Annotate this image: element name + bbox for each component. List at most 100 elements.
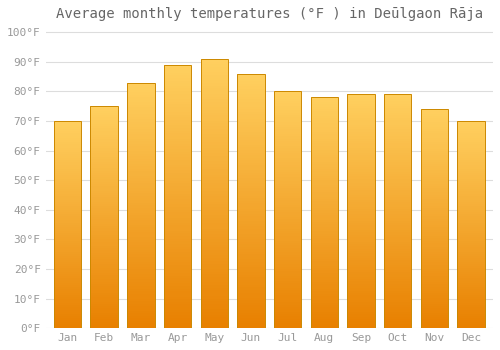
Bar (164, 160, 192, 162)
Bar (384, 130, 411, 132)
Bar (237, 247, 264, 249)
Bar (200, 326, 228, 328)
Bar (274, 300, 301, 302)
Bar (384, 214, 411, 216)
Bar (54, 316, 82, 318)
Bar (54, 173, 82, 175)
Bar (420, 252, 448, 254)
Bar (164, 275, 192, 278)
Bar (54, 181, 82, 183)
Bar (384, 256, 411, 258)
Bar (237, 132, 264, 135)
Bar (54, 309, 82, 312)
Bar (458, 125, 485, 127)
Bar (274, 236, 301, 238)
Bar (237, 211, 264, 213)
Bar (348, 241, 375, 244)
Bar (54, 258, 82, 260)
Bar (310, 321, 338, 324)
Bar (90, 248, 118, 251)
Bar (54, 160, 82, 162)
Bar (127, 171, 154, 173)
Bar (274, 122, 301, 125)
Bar (90, 279, 118, 281)
Bar (200, 196, 228, 199)
Bar (384, 167, 411, 169)
Bar (90, 157, 118, 160)
Bar (237, 109, 264, 112)
Bar (384, 286, 411, 288)
Bar (458, 121, 485, 123)
Bar (237, 94, 264, 97)
Bar (348, 216, 375, 218)
Bar (420, 298, 448, 300)
Bar (384, 111, 411, 113)
Bar (200, 269, 228, 272)
Bar (458, 171, 485, 173)
Bar (420, 193, 448, 195)
Bar (274, 127, 301, 129)
Bar (54, 131, 82, 133)
Bar (348, 155, 375, 158)
Bar (200, 169, 228, 172)
Bar (274, 191, 301, 193)
Bar (127, 321, 154, 323)
Bar (54, 220, 82, 223)
Bar (200, 64, 228, 67)
Bar (274, 288, 301, 290)
Bar (458, 306, 485, 307)
Bar (127, 240, 154, 242)
Bar (274, 255, 301, 257)
Bar (54, 175, 82, 177)
Bar (237, 219, 264, 221)
Bar (90, 326, 118, 328)
Bar (90, 271, 118, 273)
Bar (348, 251, 375, 253)
Bar (127, 274, 154, 276)
Bar (54, 200, 82, 202)
Bar (420, 315, 448, 317)
Bar (420, 232, 448, 234)
Bar (54, 264, 82, 266)
Bar (90, 235, 118, 237)
Bar (127, 134, 154, 136)
Bar (164, 89, 192, 91)
Bar (237, 300, 264, 303)
Bar (127, 301, 154, 304)
Bar (90, 281, 118, 284)
Bar (237, 175, 264, 178)
Bar (348, 197, 375, 199)
Bar (164, 220, 192, 223)
Bar (384, 155, 411, 158)
Bar (384, 169, 411, 171)
Bar (54, 307, 82, 309)
Bar (200, 59, 228, 62)
Bar (310, 294, 338, 296)
Bar (310, 233, 338, 236)
Bar (237, 265, 264, 267)
Bar (348, 209, 375, 211)
Bar (164, 284, 192, 286)
Bar (274, 165, 301, 167)
Bar (90, 246, 118, 248)
Bar (237, 277, 264, 280)
Bar (54, 272, 82, 274)
Bar (310, 287, 338, 289)
Bar (310, 148, 338, 150)
Bar (200, 299, 228, 301)
Bar (237, 262, 264, 265)
Bar (420, 188, 448, 190)
Bar (274, 326, 301, 328)
Bar (384, 148, 411, 150)
Bar (384, 281, 411, 284)
Bar (54, 169, 82, 171)
Bar (237, 295, 264, 298)
Bar (420, 149, 448, 151)
Bar (90, 144, 118, 146)
Bar (90, 106, 118, 328)
Bar (458, 250, 485, 252)
Bar (200, 105, 228, 107)
Bar (384, 288, 411, 291)
Bar (348, 122, 375, 125)
Bar (90, 166, 118, 168)
